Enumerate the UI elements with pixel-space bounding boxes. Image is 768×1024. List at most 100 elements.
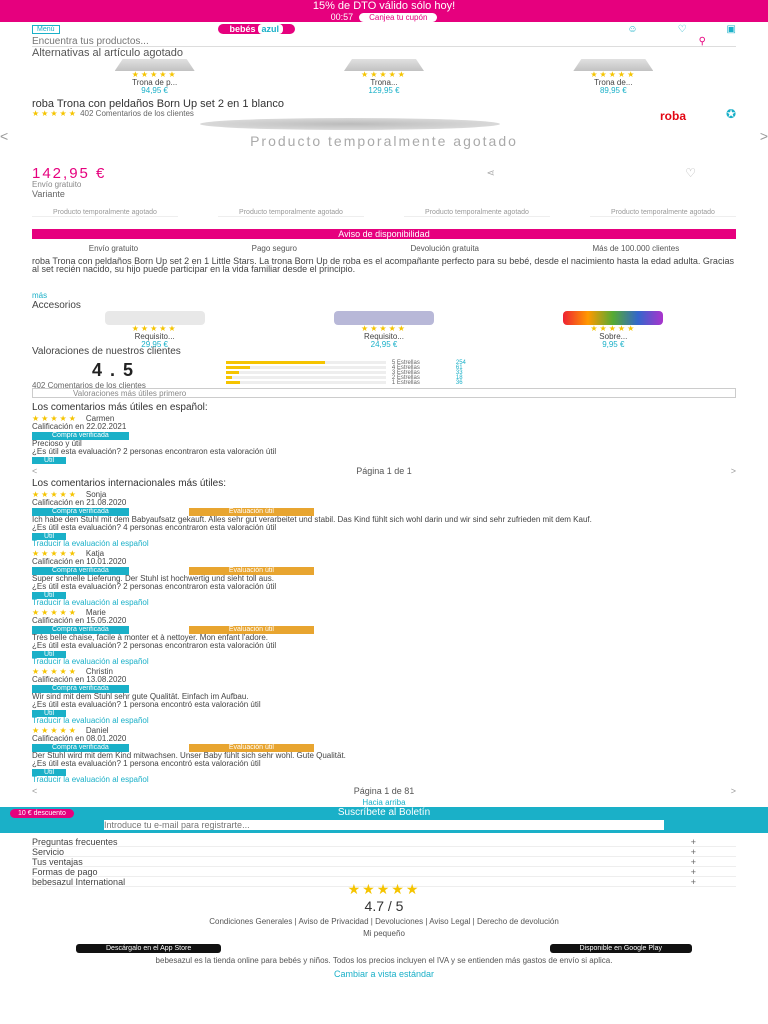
- translate-link[interactable]: Traducir la evaluación al español: [32, 598, 149, 607]
- site-rating: ★★★★★ 4.7 / 5: [0, 881, 768, 914]
- footer-link-label: Servicio: [32, 847, 65, 857]
- rating-bar-row[interactable]: 4 Estrellas 61: [225, 364, 586, 371]
- translate-link[interactable]: Traducir la evaluación al español: [32, 775, 149, 784]
- prev-page-icon[interactable]: <: [32, 786, 38, 796]
- alternative-item[interactable]: ★★★★★ Trona... 129,95 €: [309, 59, 459, 97]
- useful-button[interactable]: Útil: [32, 710, 67, 717]
- accessory-name: Requisito...: [363, 332, 404, 341]
- footer-fine-print: bebesazul es la tienda online para bebés…: [155, 956, 613, 965]
- gallery-prev-chevron-icon[interactable]: <: [0, 128, 9, 144]
- useful-review-badge: Evaluación útil: [188, 744, 314, 752]
- rating-bar-count: 33: [455, 369, 463, 376]
- star-rating-icon: ★★★★★: [131, 70, 178, 79]
- alternative-item[interactable]: ★★★★★ Trona de p... 94,95 €: [80, 59, 230, 97]
- alternative-thumbnail: [114, 59, 195, 71]
- menu-button[interactable]: Menú: [32, 24, 60, 34]
- legal-links[interactable]: Condiciones Generales | Aviso de Privaci…: [209, 917, 559, 926]
- accessory-item[interactable]: ★★★★★ Sobre... 9,95 €: [538, 311, 688, 349]
- site-logo[interactable]: bebés azul: [217, 24, 296, 34]
- newsletter-email-input[interactable]: [104, 820, 664, 830]
- search-bar: ⚲: [32, 35, 736, 47]
- useful-button[interactable]: Útil: [32, 592, 67, 599]
- alternatives-title: Alternativas al artículo agotado: [32, 47, 184, 59]
- review-text: Wir sind mit dem Stuhl sehr gute Qualitä…: [32, 692, 249, 701]
- useful-button[interactable]: Útil: [32, 457, 67, 464]
- rating-bar-fill: [225, 366, 250, 369]
- variant-option[interactable]: Producto temporalmente agotado: [404, 209, 550, 217]
- rating-bar-fill: [225, 361, 326, 364]
- review-useful-note: 1 persona encontró esta valoración útil: [123, 759, 261, 768]
- product-reviews-summary[interactable]: ★★★★★ 402 Comentarios de los clientes: [32, 109, 736, 118]
- star-rating-icon: ★★★★★: [131, 324, 178, 333]
- useful-button[interactable]: Útil: [32, 769, 67, 776]
- review-question: ¿Es útil esta evaluación? 4 personas enc…: [32, 524, 736, 532]
- accessory-thumbnail: [104, 311, 205, 325]
- useful-review-badge: Evaluación útil: [188, 626, 314, 634]
- review-date: Calificación en 13.08.2020: [32, 675, 127, 684]
- footer-link[interactable]: bebesazul International +: [32, 877, 736, 887]
- verified-badge: Compra verificada: [32, 685, 129, 693]
- rating-bar-row[interactable]: 3 Estrellas 33: [225, 369, 586, 376]
- google-play-button[interactable]: Disponible en Google Play: [549, 944, 692, 953]
- star-rating-icon: ★★★★★: [590, 324, 637, 333]
- availability-alert-button[interactable]: Aviso de disponibilidad: [32, 229, 736, 239]
- useful-button[interactable]: Útil: [32, 651, 67, 658]
- coupon-button[interactable]: Canjea tu cupón: [359, 13, 438, 22]
- user-icon[interactable]: ☺: [627, 23, 638, 35]
- search-icon[interactable]: ⚲: [698, 35, 706, 47]
- rating-bar-fill: [225, 381, 241, 384]
- cart-icon[interactable]: ▣: [726, 23, 736, 35]
- star-rating-icon: ★★★★★: [32, 414, 78, 423]
- footer-link[interactable]: Formas de pago +: [32, 867, 736, 877]
- alternative-item[interactable]: ★★★★★ Trona de... 89,95 €: [538, 59, 688, 97]
- footer-link[interactable]: Servicio +: [32, 847, 736, 857]
- review-useful-note: 1 persona encontró esta valoración útil: [123, 700, 261, 709]
- back-to-top-link[interactable]: Hacia arriba: [362, 798, 406, 807]
- rating-bar-row[interactable]: 1 Estrellas 36: [225, 379, 586, 386]
- promo-timer: 00:57: [330, 12, 354, 22]
- average-score: 4.5: [92, 360, 142, 380]
- translate-link[interactable]: Traducir la evaluación al español: [32, 539, 149, 548]
- sort-select[interactable]: Valoraciones más útiles primero: [32, 388, 736, 398]
- prev-page-icon[interactable]: <: [32, 466, 38, 476]
- variant-option[interactable]: Producto temporalmente agotado: [590, 209, 736, 217]
- variant-option[interactable]: Producto temporalmente agotado: [218, 209, 364, 217]
- rating-bar-row[interactable]: 2 Estrellas 18: [225, 375, 586, 381]
- review-question-text: ¿Es útil esta evaluación?: [32, 700, 121, 709]
- review-question-text: ¿Es útil esta evaluación?: [32, 523, 121, 532]
- search-input[interactable]: [32, 35, 699, 47]
- star-rating-icon: ★★★★★: [32, 726, 78, 735]
- app-store-button[interactable]: Descárgalo en el App Store: [76, 944, 222, 953]
- footer-link[interactable]: Preguntas frecuentes +: [32, 837, 736, 847]
- variant-option[interactable]: Producto temporalmente agotado: [32, 209, 178, 217]
- accessory-item[interactable]: ★★★★★ Requisito... 29,95 €: [80, 311, 230, 349]
- accessory-item[interactable]: ★★★★★ Requisito... 24,95 €: [309, 311, 459, 349]
- promo-banner: 15% de DTO válido sólo hoy! 00:57 Canjea…: [0, 0, 768, 22]
- rating-bar-row[interactable]: 5 Estrellas 254: [225, 360, 586, 366]
- rating-bar-count: 36: [455, 379, 463, 386]
- star-rating-icon: ★★★★★: [590, 70, 637, 79]
- reviews-es-title: Los comentarios más útiles en español:: [32, 402, 208, 413]
- review-question-text: ¿Es útil esta evaluación?: [32, 447, 121, 456]
- brand-logo[interactable]: roba: [659, 109, 686, 123]
- translate-link[interactable]: Traducir la evaluación al español: [32, 716, 149, 725]
- translate-link[interactable]: Traducir la evaluación al español: [32, 657, 149, 666]
- useful-review-badge: Evaluación útil: [188, 508, 314, 516]
- share-icon[interactable]: ⋖: [486, 167, 495, 179]
- wishlist-heart-icon[interactable]: ♡: [685, 166, 696, 180]
- product-description: roba Trona con peldaños Born Up set 2 en…: [32, 257, 734, 274]
- footer-link-label: Preguntas frecuentes: [32, 837, 118, 847]
- gallery-next-chevron-icon[interactable]: >: [759, 128, 768, 144]
- standard-view-link[interactable]: Cambiar a vista estándar: [333, 969, 435, 979]
- shipping-note: Envío gratuito: [32, 180, 82, 189]
- rating-bar-label: 4 Estrellas: [391, 364, 420, 371]
- product-title: roba Trona con peldaños Born Up set 2 en…: [32, 98, 284, 110]
- wishlist-heart-icon[interactable]: ♡: [677, 23, 687, 35]
- read-more-link[interactable]: más: [32, 291, 48, 300]
- footer-link[interactable]: Tus ventajas +: [32, 857, 736, 867]
- next-page-icon[interactable]: >: [730, 786, 736, 796]
- star-rating-icon: ★★★★★: [32, 490, 78, 499]
- next-page-icon[interactable]: >: [730, 466, 736, 476]
- review-useful-note: 4 personas encontraron esta valoración ú…: [123, 523, 277, 532]
- useful-button[interactable]: Útil: [32, 533, 67, 540]
